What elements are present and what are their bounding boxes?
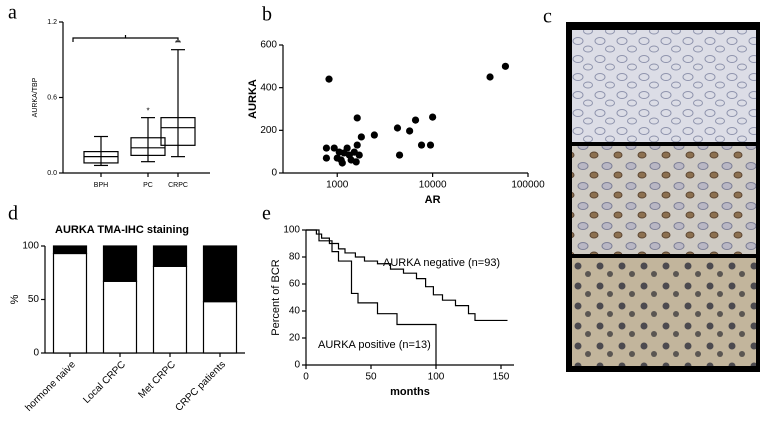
- point: [426, 141, 435, 149]
- point: [411, 116, 420, 124]
- point: [417, 141, 426, 149]
- x-tick-label: 100: [428, 372, 445, 383]
- y-axis-label: AURKA: [247, 79, 259, 119]
- point: [353, 114, 361, 122]
- panel-label: d: [8, 203, 18, 225]
- x-tick-label: BPH: [94, 182, 108, 189]
- bar: [202, 245, 238, 303]
- point: [322, 154, 331, 162]
- point: [429, 113, 437, 121]
- y-tick-label: 0: [33, 348, 39, 359]
- point: [501, 62, 510, 70]
- panel-label: c: [543, 6, 552, 28]
- point: [393, 124, 402, 132]
- x-tick-label: 10000: [419, 180, 447, 191]
- point: [343, 144, 351, 152]
- y-tick-label: 40: [289, 306, 301, 317]
- chart-title: AURKA TMA-IHC staining: [55, 224, 189, 236]
- point: [330, 144, 338, 152]
- y-tick-label: 0.6: [47, 94, 57, 101]
- bar: [102, 245, 138, 282]
- x-tick-label: Local CRPC: [81, 359, 128, 406]
- bar: [102, 280, 138, 354]
- annotation: AURKA positive (n=13): [318, 339, 431, 351]
- y-tick-label: 200: [260, 125, 277, 136]
- y-tick-label: 0: [271, 168, 277, 179]
- ihc-texture: [572, 146, 756, 254]
- point: [395, 151, 404, 159]
- y-tick-label: 600: [260, 40, 277, 51]
- panel-label: e: [262, 203, 271, 225]
- box: [83, 151, 119, 164]
- y-tick-label: 0.0: [47, 170, 57, 177]
- y-axis-label: Percent of BCR: [270, 259, 282, 335]
- y-axis-label: %: [9, 294, 21, 304]
- x-tick-label: CRPC patients: [173, 359, 228, 414]
- y-tick-label: 0: [294, 360, 300, 371]
- x-tick-label: 0: [303, 372, 309, 383]
- survival-line: [306, 229, 508, 322]
- box: [130, 137, 166, 156]
- y-tick-label: 400: [260, 82, 277, 93]
- y-tick-label: 100: [22, 241, 39, 252]
- y-tick-label: 80: [289, 252, 301, 263]
- y-tick-label: 50: [28, 294, 40, 305]
- x-tick-label: Met CRPC: [136, 359, 178, 401]
- bar: [202, 301, 238, 354]
- x-tick-label: PC: [143, 182, 153, 189]
- point: [322, 144, 331, 152]
- box: [160, 117, 196, 146]
- bar: [52, 245, 88, 255]
- point: [338, 159, 346, 167]
- point: [357, 133, 365, 141]
- bar: [152, 245, 188, 267]
- x-axis-label: months: [390, 386, 430, 398]
- y-axis-label: AURKA/TBP: [32, 77, 39, 117]
- x-axis-label: AR: [425, 194, 441, 206]
- y-tick-label: 100: [283, 225, 300, 236]
- ihc-texture: [572, 30, 756, 142]
- bar: [152, 265, 188, 354]
- point: [486, 73, 494, 81]
- point: [406, 127, 414, 135]
- ihc-texture: [572, 258, 756, 366]
- point: [355, 151, 363, 159]
- x-tick-label: 50: [365, 372, 377, 383]
- point: [352, 158, 360, 166]
- annotation: AURKA negative (n=93): [383, 257, 500, 269]
- y-tick-label: 60: [289, 279, 301, 290]
- panel-label: a: [8, 2, 17, 24]
- point: [353, 141, 361, 149]
- survival-line: [306, 229, 437, 365]
- point: [325, 75, 333, 83]
- x-tick-label: 150: [493, 372, 510, 383]
- x-tick-label: 1000: [326, 180, 349, 191]
- point: [370, 131, 378, 139]
- significance-label: **: [175, 39, 181, 48]
- x-tick-label: CRPC: [168, 182, 188, 189]
- x-tick-label: 100000: [511, 180, 545, 191]
- significance-label: *: [146, 107, 149, 116]
- y-tick-label: 20: [289, 333, 301, 344]
- significance-bracket: [72, 35, 179, 42]
- bar: [52, 252, 88, 354]
- y-tick-label: 1.2: [47, 19, 57, 26]
- panel-label: b: [262, 4, 272, 26]
- x-tick-label: hormone naive: [23, 359, 78, 414]
